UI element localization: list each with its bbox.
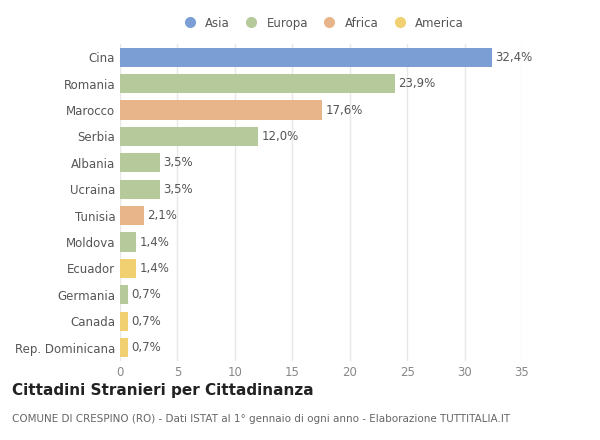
- Bar: [120, 206, 144, 225]
- Bar: [120, 312, 128, 331]
- Bar: [120, 338, 128, 357]
- Text: 3,5%: 3,5%: [164, 183, 193, 196]
- Bar: [120, 153, 160, 172]
- Bar: [120, 259, 136, 278]
- Text: 3,5%: 3,5%: [164, 156, 193, 169]
- Text: 1,4%: 1,4%: [140, 235, 169, 249]
- Bar: [120, 285, 128, 304]
- Bar: [120, 100, 322, 120]
- Text: 1,4%: 1,4%: [140, 262, 169, 275]
- Text: 12,0%: 12,0%: [261, 130, 299, 143]
- Bar: [120, 180, 160, 199]
- Text: COMUNE DI CRESPINO (RO) - Dati ISTAT al 1° gennaio di ogni anno - Elaborazione T: COMUNE DI CRESPINO (RO) - Dati ISTAT al …: [12, 414, 510, 424]
- Text: 0,7%: 0,7%: [131, 288, 161, 301]
- Bar: [120, 74, 395, 93]
- Text: 32,4%: 32,4%: [496, 51, 533, 64]
- Bar: [120, 232, 136, 252]
- Text: 17,6%: 17,6%: [326, 103, 363, 117]
- Text: Cittadini Stranieri per Cittadinanza: Cittadini Stranieri per Cittadinanza: [12, 383, 314, 398]
- Bar: [120, 48, 492, 67]
- Bar: [120, 127, 258, 146]
- Text: 0,7%: 0,7%: [131, 341, 161, 354]
- Text: 0,7%: 0,7%: [131, 315, 161, 328]
- Text: 2,1%: 2,1%: [148, 209, 178, 222]
- Text: 23,9%: 23,9%: [398, 77, 435, 90]
- Legend: Asia, Europa, Africa, America: Asia, Europa, Africa, America: [173, 12, 469, 34]
